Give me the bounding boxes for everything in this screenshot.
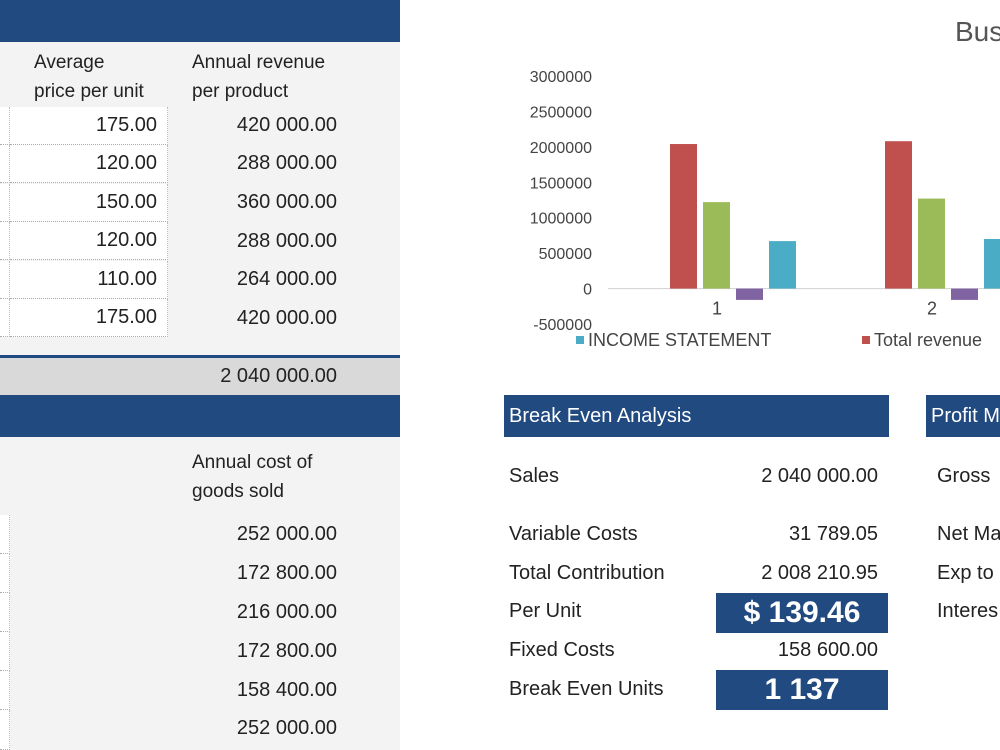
profit-margin-item: Net Ma xyxy=(937,523,1000,545)
cogs-header-band xyxy=(0,395,400,437)
variable-costs-label: Variable Costs xyxy=(509,523,638,545)
revenue-header-line2: per product xyxy=(192,81,289,102)
x-tick-label: 1 xyxy=(712,299,722,319)
revenue-total-value[interactable]: 2 040 000.00 xyxy=(220,365,337,387)
revenue-cell[interactable]: 288 000.00 xyxy=(236,230,337,252)
cogs-cell[interactable]: 172 800.00 xyxy=(236,562,337,584)
per-unit-label: Per Unit xyxy=(509,600,582,622)
row-stub[interactable] xyxy=(0,554,10,593)
cogs-cell[interactable]: 158 400.00 xyxy=(236,679,337,701)
fixed-costs-value[interactable]: 158 600.00 xyxy=(777,639,878,661)
cogs-cell[interactable]: 252 000.00 xyxy=(236,717,337,739)
profit-margin-header: Profit M xyxy=(926,395,1000,437)
y-tick-label: 1000000 xyxy=(530,211,592,228)
cogs-header-line1: Annual cost of xyxy=(192,452,313,473)
break-even-units-label: Break Even Units xyxy=(509,678,664,700)
price-cell[interactable]: 175.00 xyxy=(10,299,168,337)
chart-bar xyxy=(736,288,763,300)
row-stub[interactable] xyxy=(0,299,10,337)
price-header-line1: Average xyxy=(34,52,105,73)
price-value: 110.00 xyxy=(97,268,157,290)
cogs-cell[interactable]: 252 000.00 xyxy=(236,523,337,545)
row-stub[interactable] xyxy=(0,593,10,632)
price-value: 150.00 xyxy=(95,191,157,213)
revenue-cell[interactable]: 288 000.00 xyxy=(236,152,337,174)
row-stub[interactable] xyxy=(0,515,10,554)
break-even-units-value[interactable]: 1 137 xyxy=(716,670,888,710)
revenue-cell[interactable]: 264 000.00 xyxy=(236,268,337,290)
legend-swatch xyxy=(862,336,870,344)
profit-margin-item: Interes xyxy=(937,600,999,622)
x-tick-label: 2 xyxy=(927,299,937,319)
price-cell[interactable]: 150.00 xyxy=(10,184,168,222)
y-tick-label: -500000 xyxy=(533,317,592,334)
revenue-cell[interactable]: 420 000.00 xyxy=(236,114,337,136)
cogs-column-header: Annual cost of goods sold xyxy=(192,448,312,506)
row-stub[interactable] xyxy=(0,710,10,750)
y-tick-label: 500000 xyxy=(539,246,592,263)
y-tick-label: 2000000 xyxy=(530,140,592,157)
sales-value[interactable]: 2 040 000.00 xyxy=(761,465,878,487)
price-header-line2: price per unit xyxy=(34,81,144,102)
break-even-header: Break Even Analysis xyxy=(504,395,889,437)
price-cell[interactable]: 175.00 xyxy=(10,107,168,145)
profit-margin-item: Gross xyxy=(937,465,991,487)
per-unit-value[interactable]: $ 139.46 xyxy=(716,593,888,633)
sales-label: Sales xyxy=(509,465,560,487)
chart-bar xyxy=(885,141,912,289)
row-stub[interactable] xyxy=(0,261,10,299)
price-value: 120.00 xyxy=(95,152,157,174)
price-value: 175.00 xyxy=(95,306,157,328)
cogs-cell[interactable]: 216 000.00 xyxy=(236,601,337,623)
row-stub[interactable] xyxy=(0,145,10,183)
left-pane: Average price per unit Annual revenue pe… xyxy=(0,0,400,750)
chart-bar xyxy=(951,288,978,300)
revenue-header-line1: Annual revenue xyxy=(192,52,326,73)
row-stub[interactable] xyxy=(0,107,10,145)
price-cell[interactable]: 120.00 xyxy=(10,145,168,183)
revenue-cell[interactable]: 360 000.00 xyxy=(236,191,337,213)
total-contribution-value[interactable]: 2 008 210.95 xyxy=(761,562,878,584)
chart-bar xyxy=(984,238,1000,289)
legend-label: INCOME STATEMENT xyxy=(588,330,771,350)
header-band xyxy=(0,0,400,42)
chart-bar xyxy=(918,198,945,289)
legend-swatch xyxy=(576,336,584,344)
revenue-cell[interactable]: 420 000.00 xyxy=(236,307,337,329)
chart-bar xyxy=(670,144,697,289)
legend-label: Total revenue xyxy=(874,330,982,350)
variable-costs-value[interactable]: 31 789.05 xyxy=(789,523,878,545)
y-tick-label: 2500000 xyxy=(530,104,592,121)
price-cell[interactable]: 120.00 xyxy=(10,222,168,260)
row-stub[interactable] xyxy=(0,222,10,260)
cogs-header-line2: goods sold xyxy=(192,481,284,502)
fixed-costs-label: Fixed Costs xyxy=(509,639,615,661)
total-contribution-label: Total Contribution xyxy=(509,562,665,584)
y-tick-label: 0 xyxy=(583,282,592,299)
revenue-column-header: Annual revenue per product xyxy=(192,48,325,106)
chart-bar xyxy=(769,241,796,289)
chart-bar xyxy=(703,202,730,289)
row-stub[interactable] xyxy=(0,671,10,710)
business-chart[interactable]: 3000000 2500000 2000000 1500000 1000000 50000… xyxy=(400,40,1000,360)
y-tick-label: 3000000 xyxy=(530,69,592,86)
row-stub[interactable] xyxy=(0,632,10,671)
row-stub[interactable] xyxy=(0,184,10,222)
price-value: 120.00 xyxy=(95,229,157,251)
chart-title: Bus xyxy=(955,16,1000,47)
revenue-total-row: 2 040 000.00 xyxy=(0,355,400,396)
price-value: 175.00 xyxy=(95,114,157,136)
cogs-cell[interactable]: 172 800.00 xyxy=(236,640,337,662)
price-cell[interactable]: 110.00 xyxy=(10,261,168,299)
price-column-header: Average price per unit xyxy=(34,48,144,106)
y-tick-label: 1500000 xyxy=(530,175,592,192)
profit-margin-item: Exp to xyxy=(937,562,994,584)
